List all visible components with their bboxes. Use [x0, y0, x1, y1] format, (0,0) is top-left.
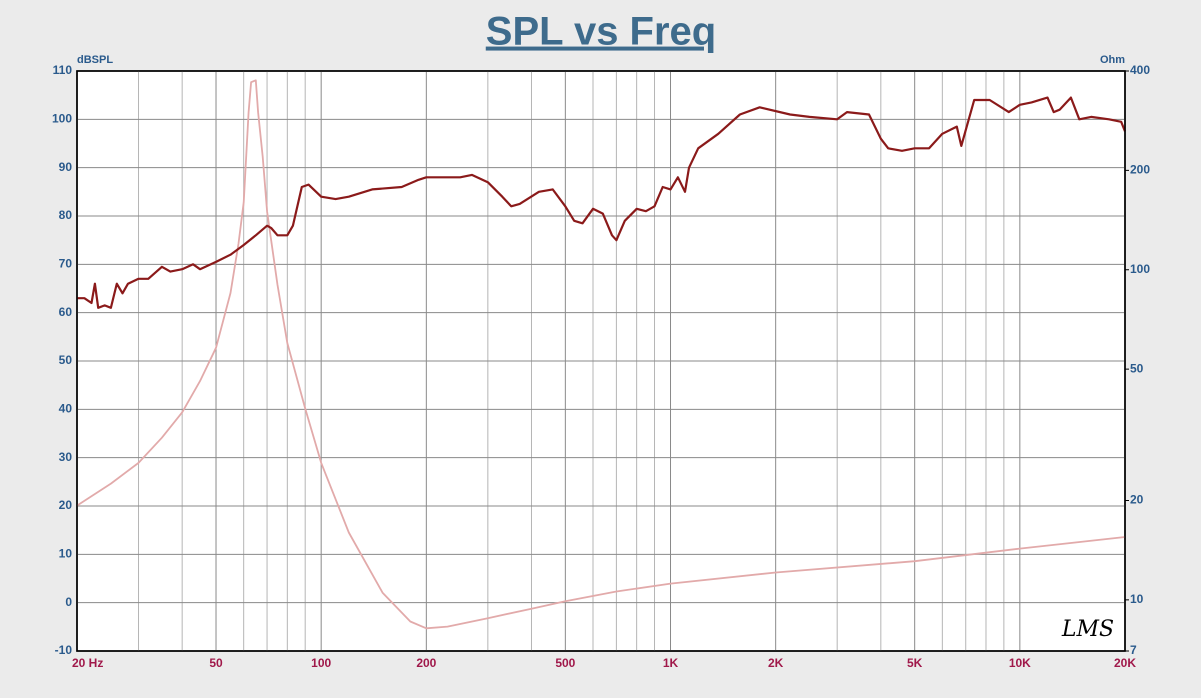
x-tick-label: 200: [416, 656, 436, 670]
y-tick-label: 70: [59, 257, 73, 271]
y-tick-label: 20: [59, 498, 73, 512]
x-tick-label: 5K: [907, 656, 923, 670]
y2-tick-label: 400: [1130, 63, 1150, 77]
y2-tick-label: 20: [1130, 493, 1144, 507]
y-tick-label: 80: [59, 208, 73, 222]
y-tick-label: 110: [53, 63, 73, 77]
x-tick-label: 500: [555, 656, 575, 670]
x-tick-label: 20 Hz: [72, 656, 103, 670]
y2-tick-label: 200: [1130, 163, 1150, 177]
y-tick-label: 60: [59, 305, 73, 319]
plot-area: [76, 70, 1126, 652]
x-tick-label: 20K: [1114, 656, 1136, 670]
y-tick-label: 10: [59, 547, 73, 561]
x-tick-label: 1K: [663, 656, 679, 670]
y-tick-label: 0: [65, 595, 72, 609]
chart-title: SPL vs Freq: [486, 10, 716, 54]
x-tick-label: 100: [311, 656, 331, 670]
y-tick-label: 50: [59, 353, 73, 367]
y-tick-label: 100: [52, 112, 72, 126]
logo-annotation: LMS: [1061, 617, 1114, 642]
series-line: [76, 79, 1126, 630]
x-tick-label: 10K: [1009, 656, 1031, 670]
y2-tick-label: 50: [1130, 361, 1144, 375]
y2-tick-label: 7: [1130, 643, 1137, 657]
y2-axis-label: Ohm: [1100, 54, 1125, 66]
y2-tick-label: 10: [1130, 592, 1144, 606]
x-tick-label: 2K: [768, 656, 784, 670]
y-tick-label: 30: [59, 450, 73, 464]
y-tick-label: -10: [55, 643, 73, 657]
y-tick-label: 40: [59, 402, 73, 416]
y-axis-label: dBSPL: [77, 54, 113, 66]
y-tick-label: 90: [59, 160, 73, 174]
x-tick-label: 50: [209, 656, 223, 670]
series-line: [77, 96, 1127, 309]
y2-tick-label: 100: [1130, 262, 1150, 276]
